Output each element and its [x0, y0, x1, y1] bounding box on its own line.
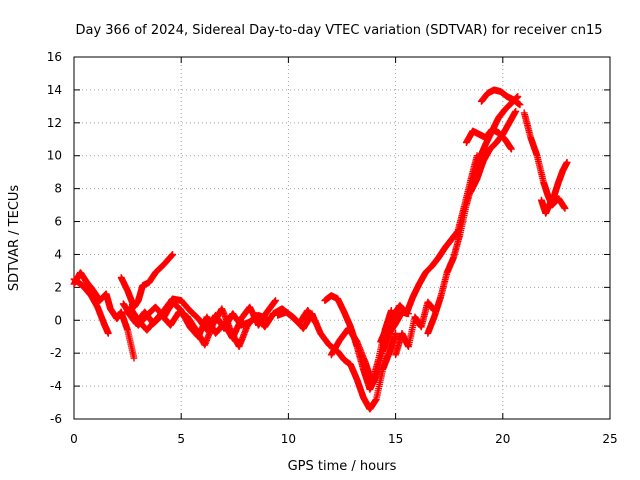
x-tick-label: 15 [388, 432, 403, 446]
y-axis-label: SDTVAR / TECUs [7, 185, 22, 292]
series-arc-3 [117, 251, 176, 311]
y-tick-label: 14 [47, 83, 62, 97]
x-tick-labels: 0 5 10 15 20 25 [70, 432, 617, 446]
series-arc-2 [70, 275, 112, 337]
data-point-markers [478, 86, 524, 109]
y-tick-label: -4 [50, 379, 62, 393]
y-tick-label: -6 [50, 412, 62, 426]
data-point-markers [117, 251, 176, 311]
y-tick-label: 6 [54, 215, 62, 229]
series-arc-11 [392, 298, 438, 359]
y-tick-label: 12 [47, 116, 62, 130]
data-point-markers [377, 152, 481, 346]
y-tick-label: 2 [54, 280, 62, 294]
x-axis-label: GPS time / hours [288, 459, 397, 474]
y-tick-label: 8 [54, 182, 62, 196]
data-point-markers [126, 295, 271, 334]
grid [74, 57, 610, 419]
series-arc-17 [538, 158, 571, 217]
data-point-markers [538, 158, 571, 217]
x-tick-label: 0 [70, 432, 78, 446]
y-tick-label: 16 [47, 50, 62, 64]
data-point-markers [70, 269, 138, 362]
series-arc-1 [70, 269, 138, 362]
series-arc-6 [126, 295, 271, 334]
data-point-markers [274, 308, 399, 413]
data-point-markers [424, 93, 522, 337]
data-markers [70, 86, 571, 413]
ticks [73, 56, 611, 420]
series-arc-10 [377, 152, 481, 346]
plot-frame [73, 56, 611, 420]
y-tick-labels: -6 -4 -2 0 2 4 6 8 10 12 14 16 [47, 50, 62, 426]
x-tick-label: 5 [177, 432, 185, 446]
x-tick-label: 20 [495, 432, 510, 446]
y-tick-label: 0 [54, 313, 62, 327]
data-point-markers [520, 109, 569, 212]
chart-title: Day 366 of 2024, Sidereal Day-to-day VTE… [75, 23, 602, 38]
y-tick-label: -2 [50, 346, 62, 360]
series-arc-14 [478, 86, 524, 109]
series-arc-16 [520, 109, 569, 212]
series-arc-7 [274, 308, 399, 413]
series-arc-15 [467, 107, 520, 196]
x-tick-label: 10 [281, 432, 296, 446]
x-tick-label: 25 [602, 432, 617, 446]
data-point-markers [392, 298, 438, 359]
series-arc-12 [424, 93, 522, 337]
data-point-markers [467, 107, 520, 196]
data-point-markers [70, 275, 112, 337]
y-tick-label: 4 [54, 247, 62, 261]
y-tick-label: 10 [47, 149, 62, 163]
